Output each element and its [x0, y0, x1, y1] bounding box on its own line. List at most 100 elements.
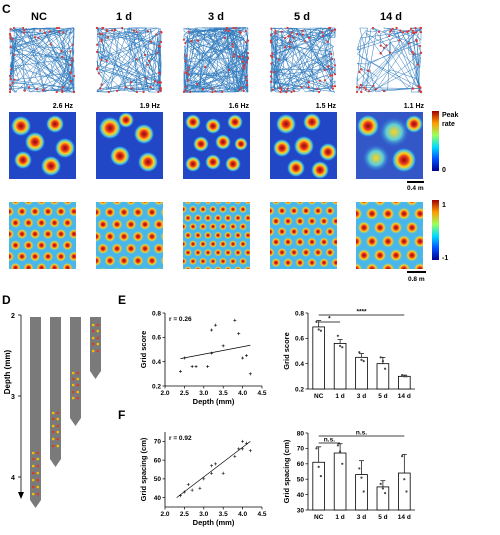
correlation-peak — [238, 239, 248, 249]
correlation-peak — [244, 202, 250, 205]
individual-point — [362, 490, 365, 493]
spike-dot — [243, 67, 246, 70]
correlation-peak — [253, 185, 263, 195]
correlation-peak — [10, 217, 21, 229]
x-tick-label: 4.0 — [238, 390, 247, 397]
x-tick-label: 2.5 — [180, 390, 189, 397]
correlation-peak — [179, 188, 187, 196]
y-tick-label: 50 — [154, 476, 162, 483]
correlation-peak — [125, 242, 137, 255]
recording-site — [51, 424, 55, 428]
correlation-peak — [203, 213, 213, 223]
spike-dot — [360, 90, 363, 94]
correlation-peak — [243, 265, 250, 269]
correlation-peak — [118, 182, 130, 194]
individual-point — [362, 360, 365, 363]
chart-e-scatter: 2.0 2.5 3.0 3.5 4.0 4.5 0.2 0.4 0.6 0.8 Depth (mm)… — [139, 310, 267, 406]
spike-dot — [321, 34, 324, 38]
correlation-peak — [233, 213, 243, 223]
correlation-peak — [203, 265, 213, 269]
firing-field — [109, 145, 131, 167]
correlation-peak — [0, 184, 2, 195]
spike-dot — [100, 83, 103, 86]
correlation-peak — [259, 216, 269, 226]
correlation-peak — [189, 188, 197, 196]
y-tick-label: 0.6 — [152, 335, 161, 342]
individual-point — [401, 373, 404, 377]
spike-dot — [238, 88, 241, 91]
individual-point — [401, 455, 404, 458]
spike-dot — [245, 61, 248, 64]
correlation-peak — [228, 239, 238, 249]
spike-dot — [227, 29, 230, 32]
correlation-peak — [160, 231, 163, 242]
firing-field — [54, 137, 76, 159]
correlation-peak — [381, 179, 394, 192]
bar — [398, 375, 411, 390]
correlation-peak — [75, 219, 76, 226]
panel-c: NC 1 d 3 d 5 d 14 d 2.6 Hz 1.9 Hz 1.6 Hz… — [0, 11, 458, 289]
data-point — [241, 439, 245, 443]
recording-site — [76, 377, 80, 381]
correlation-peak — [55, 251, 67, 262]
recording-site — [71, 371, 75, 375]
correlation-peak — [97, 242, 109, 255]
correlation-peak — [111, 202, 123, 206]
spike-dot — [399, 29, 402, 32]
correlation-peak — [373, 276, 386, 289]
spike-dot — [105, 30, 108, 33]
spike-dot — [144, 77, 147, 80]
correlation-peak — [315, 268, 321, 269]
y-tick-label: 70 — [154, 439, 162, 446]
x-tick-label: 3.0 — [199, 511, 208, 518]
recording-site — [36, 471, 40, 475]
spike-dot — [211, 87, 214, 90]
spike-dot — [232, 55, 235, 58]
spike-dot — [148, 59, 151, 63]
correlation-peak — [16, 206, 28, 217]
bar — [333, 452, 347, 511]
spike-dot — [57, 30, 61, 33]
spike-dot — [279, 90, 282, 94]
correlation-peak — [343, 237, 353, 247]
correlation-peak — [319, 237, 329, 247]
correlation-peak — [253, 206, 263, 216]
data-point — [190, 488, 194, 492]
spike-dot — [156, 51, 159, 54]
recording-site — [91, 342, 95, 346]
spike-dot — [49, 43, 52, 46]
correlation-peak — [36, 239, 47, 251]
y-axis-label: Grid spacing (cm) — [282, 439, 291, 503]
correlation-peak — [421, 223, 423, 233]
x-axis-label: Depth (mm) — [193, 518, 235, 527]
spike-dot — [100, 58, 103, 62]
spike-dot — [367, 69, 370, 72]
spike-dot — [22, 26, 25, 30]
recording-site — [51, 430, 55, 434]
recording-site — [36, 464, 40, 468]
correlation-peak — [319, 202, 329, 206]
spike-dot — [398, 39, 401, 42]
correlation-peak — [277, 226, 287, 237]
spike-dot — [204, 65, 207, 68]
rate-map — [356, 112, 423, 179]
shank-body — [70, 317, 81, 426]
spike-dot — [290, 90, 293, 94]
y-tick-label: 0.8 — [295, 310, 304, 317]
peak-rate-label: 2.6 Hz — [53, 103, 74, 110]
data-point — [210, 471, 214, 475]
firing-field — [204, 153, 222, 171]
autocorrelogram — [253, 185, 353, 269]
correlation-peak — [254, 197, 262, 205]
correlation-peak — [56, 184, 67, 195]
correlation-peak — [183, 213, 193, 223]
spike-dot — [9, 34, 12, 37]
correlation-peak — [76, 206, 88, 218]
correlation-peak — [184, 202, 192, 205]
spike-dot — [331, 74, 334, 77]
correlation-peak — [341, 221, 354, 234]
spike-dot — [331, 85, 334, 88]
recording-site — [71, 377, 75, 381]
depth-axis-tick-label: 4 — [11, 475, 15, 482]
